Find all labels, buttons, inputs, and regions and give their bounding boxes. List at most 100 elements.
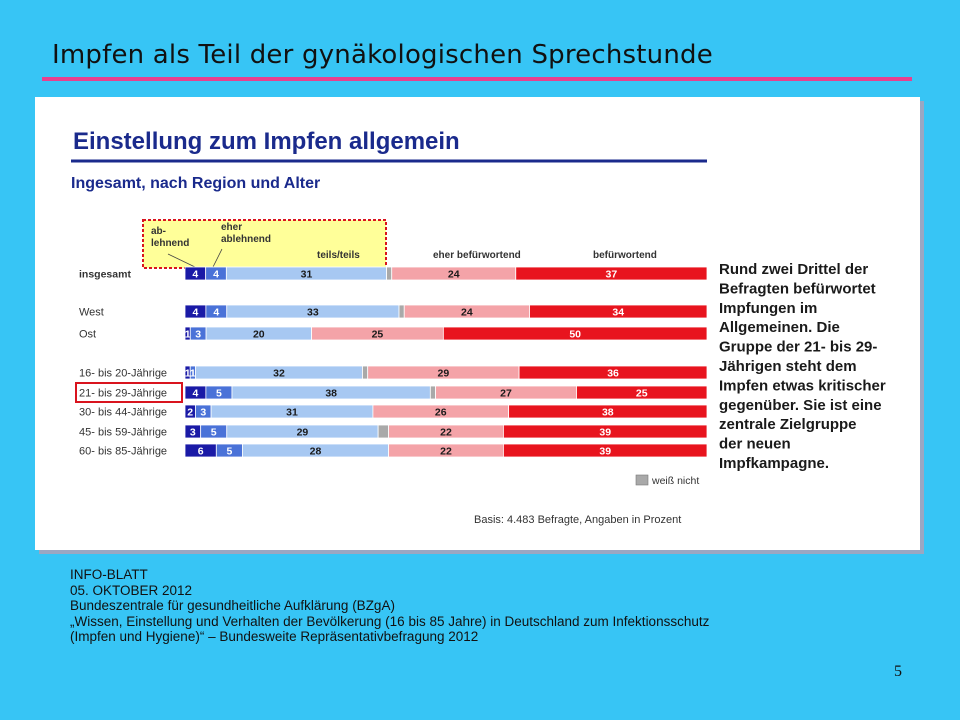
annotation-line: Impfungen im — [719, 300, 817, 317]
data-label: 4 — [193, 388, 199, 400]
data-label: 34 — [612, 307, 624, 319]
bar-befuerwortend — [529, 304, 708, 319]
data-label: 29 — [438, 368, 450, 380]
category-label: 60- bis 85-Jährige — [79, 446, 167, 458]
data-label: 27 — [500, 388, 512, 400]
bar-weiss-nicht — [386, 266, 393, 281]
data-label: 20 — [253, 329, 265, 341]
slide-title: Impfen als Teil der gynäkologischen Spre… — [52, 40, 713, 70]
annotation-line: Gruppe der 21- bis 29- — [719, 339, 877, 356]
data-label: 4 — [193, 307, 199, 319]
category-label: 21- bis 29-Jährige — [79, 388, 167, 400]
data-label: 50 — [569, 329, 581, 341]
data-label: 38 — [325, 388, 337, 400]
bar-befuerwortend — [518, 365, 708, 380]
data-label: 5 — [216, 388, 222, 400]
data-label: 2 — [187, 407, 193, 419]
annotation-line: gegenüber. Sie ist eine — [719, 397, 882, 414]
footer-line-3: Bundeszentrale für gesundheitliche Aufkl… — [70, 598, 395, 613]
data-label: 4 — [213, 307, 219, 319]
annotation-line: Impfen etwas kritischer — [719, 377, 886, 394]
data-label: 38 — [602, 407, 614, 419]
category-labels: insgesamt West Ost 16- bis 20-Jährige 21- bi… — [75, 269, 183, 458]
data-label: 24 — [448, 269, 460, 281]
data-label: 31 — [301, 269, 313, 281]
source-note: Basis: 4.483 Befragte, Angaben in Prozen… — [474, 514, 681, 526]
data-label: 32 — [273, 368, 285, 380]
category-label: Ost — [79, 329, 96, 341]
annotation: Rund zwei Drittel der Befragten befürwort… — [719, 261, 886, 472]
data-label: 25 — [636, 388, 648, 400]
legend-swatch-weiss-nicht — [635, 474, 649, 486]
legend-label-weiss-nicht: weiß nicht — [651, 475, 699, 487]
bar-weiss-nicht — [398, 304, 405, 319]
category-label: insgesamt — [79, 269, 131, 281]
category-label: 30- bis 44-Jährige — [79, 407, 167, 419]
data-label: 3 — [190, 427, 196, 439]
data-label: 31 — [286, 407, 298, 419]
chart-panel: Einstellung zum Impfen allgemein Ingesam… — [35, 97, 920, 550]
data-label: 3 — [195, 329, 201, 341]
data-label: 26 — [435, 407, 447, 419]
bar-befuerwortend — [508, 404, 708, 419]
page-number: 5 — [894, 663, 902, 680]
legend-label-ablehnend: lehnend — [151, 238, 189, 249]
category-label: 45- bis 59-Jährige — [79, 427, 167, 439]
annotation-line: zentrale Zielgruppe — [719, 416, 857, 433]
chart-title: Einstellung zum Impfen allgemein — [73, 128, 460, 155]
data-label: 39 — [599, 427, 611, 439]
footer-line-4: „Wissen, Einstellung und Verhalten der B… — [70, 613, 710, 629]
attitude-chart: Einstellung zum Impfen allgemein Ingesam… — [71, 128, 886, 526]
bar-befuerwortend — [442, 326, 708, 341]
bar-weiss-nicht — [362, 365, 369, 380]
annotation-line: der neuen — [719, 436, 791, 453]
data-label: 5 — [226, 446, 232, 458]
bar-befuerwortend — [503, 443, 708, 458]
annotation-line: Allgemeinen. Die — [719, 319, 840, 336]
legend-label-teils-teils: teils/teils — [317, 250, 360, 261]
data-label: 22 — [440, 427, 452, 439]
data-label: 4 — [192, 269, 198, 281]
data-label: 1 — [185, 329, 191, 341]
data-label: 37 — [606, 269, 618, 281]
data-label: 5 — [211, 427, 217, 439]
data-label: 24 — [461, 307, 473, 319]
category-label: West — [79, 307, 104, 319]
data-label: 1 — [185, 368, 191, 380]
legend-pointer — [167, 253, 196, 268]
data-label: 39 — [599, 446, 611, 458]
category-label: 16- bis 20-Jährige — [79, 368, 167, 380]
bar-weiss-nicht — [429, 385, 436, 400]
annotation-line: Befragten befürwortet — [719, 280, 876, 297]
data-label: 29 — [297, 427, 309, 439]
data-label: 25 — [372, 329, 384, 341]
legend-label-eher-befuerwortend: eher befürwortend — [433, 250, 521, 261]
chart-subtitle: Ingesamt, nach Region und Alter — [71, 175, 320, 192]
footer-line-1: INFO-BLATT — [70, 567, 148, 582]
footer-citation: INFO-BLATT 05. OKTOBER 2012 Bundeszentra… — [70, 567, 709, 645]
bars: 4 4 31 24 374 4 33 24 341 3 20 25 501 1 32 29 364 5 38 27 25… — [184, 266, 708, 458]
data-label: 33 — [307, 307, 319, 319]
data-label: 3 — [200, 407, 206, 419]
data-label: 28 — [310, 446, 322, 458]
bar-befuerwortend — [503, 424, 708, 439]
annotation-line: Rund zwei Drittel der — [719, 261, 868, 278]
data-label: 4 — [213, 269, 219, 281]
data-label: 1 — [190, 368, 196, 380]
footer-line-5: (Impfen und Hygiene)“ – Bundesweite Repr… — [70, 629, 479, 644]
legend-label-ablehnend: ab- — [151, 226, 166, 237]
footer-line-2: 05. OKTOBER 2012 — [70, 582, 193, 598]
data-label: 36 — [607, 368, 619, 380]
annotation-line: Impfkampagne. — [719, 455, 829, 472]
legend-pointer — [212, 248, 223, 268]
data-label: 22 — [440, 446, 452, 458]
bar-befuerwortend — [576, 385, 708, 400]
legend-label-eher-ablehnend: ablehnend — [221, 234, 271, 245]
bar-weiss-nicht — [377, 424, 389, 439]
highlight-box — [75, 382, 183, 403]
bar-befuerwortend — [515, 266, 708, 281]
annotation-line: Jährigen steht dem — [719, 358, 857, 375]
data-label: 6 — [198, 446, 204, 458]
title-rule — [42, 77, 912, 81]
